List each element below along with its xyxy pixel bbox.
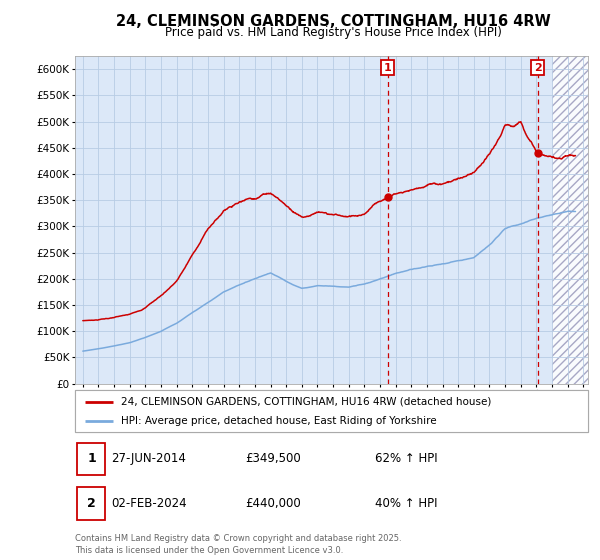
Text: 40% ↑ HPI: 40% ↑ HPI [375, 497, 437, 510]
Text: 2: 2 [534, 63, 542, 73]
Text: 24, CLEMINSON GARDENS, COTTINGHAM, HU16 4RW (detached house): 24, CLEMINSON GARDENS, COTTINGHAM, HU16 … [121, 396, 491, 407]
Text: 1: 1 [87, 452, 96, 465]
Text: 2: 2 [87, 497, 96, 510]
Text: 62% ↑ HPI: 62% ↑ HPI [375, 452, 437, 465]
Text: £349,500: £349,500 [245, 452, 301, 465]
Text: Contains HM Land Registry data © Crown copyright and database right 2025.
This d: Contains HM Land Registry data © Crown c… [75, 534, 401, 555]
Text: 1: 1 [384, 63, 392, 73]
Bar [77, 442, 105, 475]
Text: Price paid vs. HM Land Registry's House Price Index (HPI): Price paid vs. HM Land Registry's House … [164, 26, 502, 39]
Text: £440,000: £440,000 [245, 497, 301, 510]
Text: 27-JUN-2014: 27-JUN-2014 [111, 452, 186, 465]
Text: 24, CLEMINSON GARDENS, COTTINGHAM, HU16 4RW: 24, CLEMINSON GARDENS, COTTINGHAM, HU16 … [116, 14, 550, 29]
Text: 02-FEB-2024: 02-FEB-2024 [111, 497, 187, 510]
Bar [77, 487, 105, 520]
Text: HPI: Average price, detached house, East Riding of Yorkshire: HPI: Average price, detached house, East… [121, 416, 437, 426]
